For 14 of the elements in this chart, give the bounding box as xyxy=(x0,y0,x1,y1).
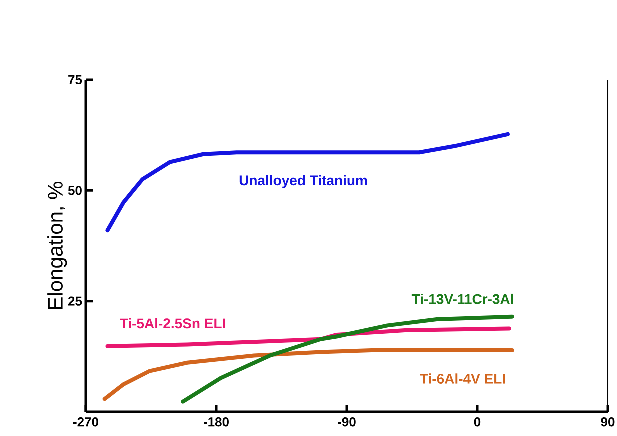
x-tick-label: 90 xyxy=(601,418,615,427)
series-label: Ti-5Al-2.5Sn ELI xyxy=(120,318,226,329)
x-tick-label: 0 xyxy=(474,418,481,427)
series-label: Unalloyed Titanium xyxy=(240,175,368,188)
x-tick-label: -90 xyxy=(338,418,356,427)
x-tick-label: -270 xyxy=(73,418,98,427)
y-tick-label: 25 xyxy=(68,296,82,306)
y-tick-label: 75 xyxy=(68,75,82,85)
y-tick-label: 50 xyxy=(68,186,82,196)
y-axis-title: Elongation, % xyxy=(48,182,68,310)
line-series xyxy=(102,348,514,402)
x-tick-label: -180 xyxy=(204,418,229,427)
series-label: Ti-6Al-4V ELI xyxy=(420,374,506,384)
series-label: Ti-13V-11Cr-3Al xyxy=(412,294,514,304)
